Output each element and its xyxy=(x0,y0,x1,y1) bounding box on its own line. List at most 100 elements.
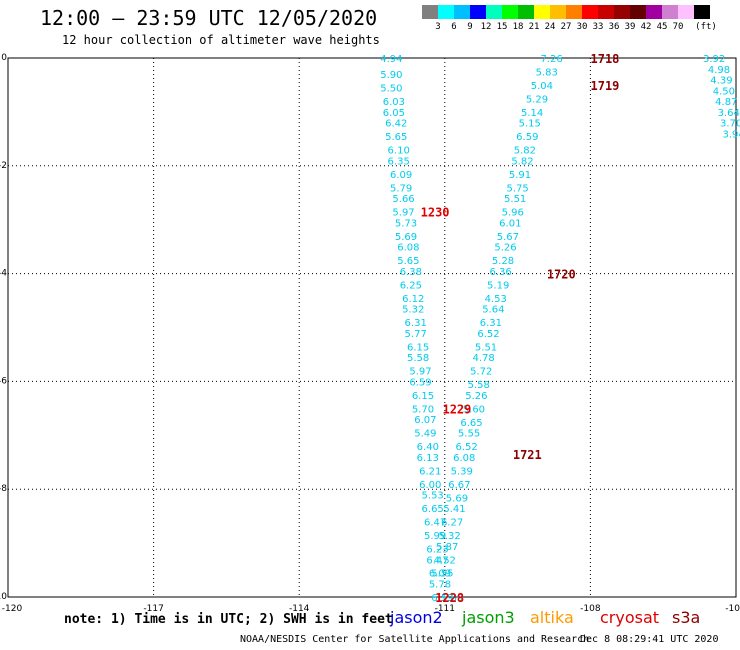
color-scale-label: 9 xyxy=(467,22,473,32)
generation-timestamp: Dec 8 08:29:41 UTC 2020 xyxy=(580,634,719,645)
color-swatch xyxy=(566,5,582,19)
wave-height-point: 5.66 xyxy=(392,194,414,205)
wave-height-point: 6.47 xyxy=(424,518,446,529)
wave-height-point: 6.21 xyxy=(419,466,441,477)
wave-height-point: 5.39 xyxy=(451,466,473,477)
wave-height-point: 6.08 xyxy=(397,243,419,254)
wave-height-point: 6.65 xyxy=(460,418,482,429)
wave-height-point: 6.00 xyxy=(419,480,441,491)
wave-height-point: 4.87 xyxy=(715,97,737,108)
wave-height-point: 5.29 xyxy=(526,94,548,105)
color-scale-label: 42 xyxy=(640,22,652,32)
color-scale-label: 30 xyxy=(576,22,588,32)
wave-height-point: 5.82 xyxy=(511,156,533,167)
wave-height-point: 6.05 xyxy=(383,108,405,119)
satellite-s3a: s3a xyxy=(672,608,701,627)
wave-height-point: 5.51 xyxy=(504,194,526,205)
wave-height-point: 5.83 xyxy=(536,67,558,78)
wave-height-point: 6.59 xyxy=(409,377,431,388)
time-label: 1718 xyxy=(591,52,620,66)
wave-height-point: 6.27 xyxy=(441,518,463,529)
wave-height-point: 4.39 xyxy=(710,76,732,87)
wave-height-point: 6.52 xyxy=(477,329,499,340)
wave-height-point: 5.26 xyxy=(465,391,487,402)
color-swatch xyxy=(486,5,502,19)
wave-height-point: 6.03 xyxy=(383,97,405,108)
color-swatch xyxy=(518,5,534,19)
wave-height-point: 5.67 xyxy=(497,232,519,243)
wave-height-point: 5.50 xyxy=(380,84,402,95)
wave-height-point: 5.69 xyxy=(446,493,468,504)
color-scale-label: 12 xyxy=(480,22,492,32)
wave-height-point: 6.23 xyxy=(426,544,448,555)
wave-height-point: 5.70 xyxy=(412,404,434,415)
wave-height-point: 6.42 xyxy=(385,119,407,130)
wave-height-point: 6.40 xyxy=(417,442,439,453)
color-swatch xyxy=(614,5,630,19)
chart-subtitle: 12 hour collection of altimeter wave hei… xyxy=(62,33,380,47)
wave-height-point: 6.19 xyxy=(431,593,453,604)
wave-height-point: 5.14 xyxy=(521,108,543,119)
color-scale-label: 24 xyxy=(544,22,556,32)
wave-height-point: 5.72 xyxy=(470,367,492,378)
wave-height-point: 4.52 xyxy=(434,555,456,566)
color-scale-label: 39 xyxy=(624,22,636,32)
time-label: 1230 xyxy=(421,206,450,220)
time-label: 1229 xyxy=(442,402,471,416)
color-swatch xyxy=(454,5,470,19)
wave-height-point: 6.08 xyxy=(453,453,475,464)
color-swatch xyxy=(422,5,438,19)
wave-height-point: 5.55 xyxy=(458,429,480,440)
wave-height-point: 5.51 xyxy=(475,342,497,353)
wave-height-point: 5.55 xyxy=(431,569,453,580)
wave-height-point: 6.47 xyxy=(426,555,448,566)
color-scale-label: 18 xyxy=(512,22,524,32)
wave-height-point: 6.59 xyxy=(516,132,538,143)
color-swatch xyxy=(470,5,486,19)
wave-height-point: 5.91 xyxy=(509,170,531,181)
color-swatch xyxy=(438,5,454,19)
wave-height-point: 4.94 xyxy=(380,54,402,65)
wave-height-point: 6.13 xyxy=(417,453,439,464)
color-scale-label: 33 xyxy=(592,22,604,32)
wave-height-point: 5.19 xyxy=(487,280,509,291)
wave-height-point: 6.15 xyxy=(407,342,429,353)
color-swatch xyxy=(678,5,694,19)
color-swatch xyxy=(630,5,646,19)
wave-height-point: 5.90 xyxy=(380,70,402,81)
wave-height-point: 6.12 xyxy=(402,294,424,305)
wave-height-point: 5.96 xyxy=(502,208,524,219)
color-swatch xyxy=(534,5,550,19)
x-tick-label: -120 xyxy=(2,604,23,614)
wave-height-point: 3.94 xyxy=(722,129,740,140)
y-tick-label: -8 xyxy=(0,484,7,494)
color-scale-label: 36 xyxy=(608,22,620,32)
time-label: 1719 xyxy=(591,79,620,93)
y-tick-label: -4 xyxy=(0,269,7,279)
color-scale-label: 27 xyxy=(560,22,572,32)
color-scale-label: 70 xyxy=(672,22,684,32)
wave-height-point: 6.25 xyxy=(400,280,422,291)
wave-height-point: 5.65 xyxy=(385,132,407,143)
wave-height-point: 6.07 xyxy=(414,415,436,426)
wave-height-point: 5.58 xyxy=(468,380,490,391)
wave-height-point: 5.53 xyxy=(422,491,444,502)
y-tick-label: -2 xyxy=(0,161,7,171)
color-swatch xyxy=(550,5,566,19)
wave-height-point: 6.09 xyxy=(429,569,451,580)
y-tick-label: 0 xyxy=(1,53,7,63)
wave-height-point: 4.78 xyxy=(472,353,494,364)
wave-height-point: 5.32 xyxy=(439,531,461,542)
time-label: 1721 xyxy=(513,448,542,462)
wave-height-point: 5.82 xyxy=(514,146,536,157)
satellite-cryosat: cryosat xyxy=(600,608,660,627)
wave-height-point: 5.78 xyxy=(429,580,451,591)
footnote: note: 1) Time is in UTC; 2) SWH is in fe… xyxy=(64,612,393,627)
wave-height-point: 5.87 xyxy=(436,542,458,553)
wave-height-point: 6.01 xyxy=(499,218,521,229)
wave-height-point: 5.75 xyxy=(506,183,528,194)
time-label: 1720 xyxy=(547,268,576,282)
wave-height-point: 5.97 xyxy=(409,367,431,378)
wave-height-point: 5.28 xyxy=(492,256,514,267)
